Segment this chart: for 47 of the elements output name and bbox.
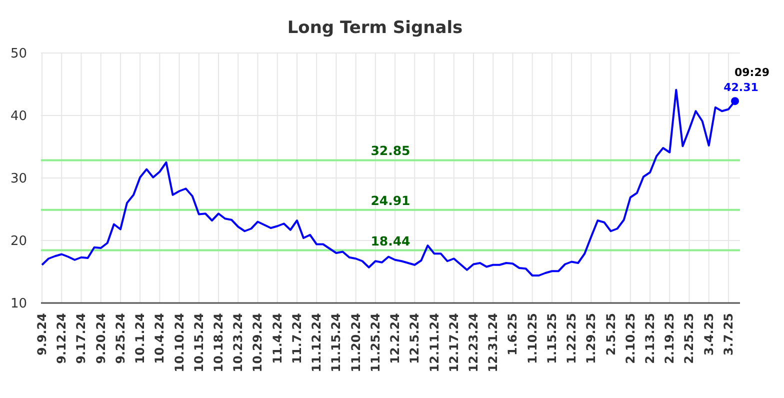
y-tick-label: 20 xyxy=(10,234,27,249)
chart-title: Long Term Signals xyxy=(287,18,463,38)
x-tick-label: 1.10.25 xyxy=(525,313,540,364)
x-tick-label: 10.4.24 xyxy=(152,313,167,364)
ref-line-label: 18.44 xyxy=(370,233,411,248)
x-tick-label: 1.29.25 xyxy=(584,313,598,364)
x-tick-label: 11.12.24 xyxy=(310,313,324,372)
x-tick-label: 10.18.24 xyxy=(212,313,226,372)
x-tick-label: 9.25.24 xyxy=(113,313,128,364)
x-tick-label: 12.5.24 xyxy=(408,313,422,364)
x-tick-label: 10.23.24 xyxy=(231,313,246,372)
y-tick-label: 50 xyxy=(10,46,27,62)
x-tick-label: 11.15.24 xyxy=(329,313,344,372)
x-tick-label: 1.15.25 xyxy=(544,313,559,364)
x-tick-label: 10.29.24 xyxy=(250,313,265,372)
x-tick-label: 9.9.24 xyxy=(35,313,49,356)
x-tick-label: 11.4.24 xyxy=(270,313,284,364)
x-tick-label: 9.12.24 xyxy=(54,313,69,364)
x-tick-label: 12.31.24 xyxy=(486,313,500,372)
x-tick-label: 12.17.24 xyxy=(446,313,461,372)
x-tick-label: 10.10.24 xyxy=(172,313,186,372)
y-tick-label: 10 xyxy=(10,296,27,312)
ref-line-label: 24.91 xyxy=(370,192,410,208)
x-tick-label: 2.19.25 xyxy=(662,313,677,364)
x-tick-label: 10.15.24 xyxy=(192,313,206,372)
ref-line-label: 32.85 xyxy=(370,143,410,158)
data-label: 42.31 xyxy=(724,81,758,94)
x-tick-label: 9.17.24 xyxy=(74,313,88,364)
x-tick-label: 1.22.25 xyxy=(564,313,579,364)
x-tick-label: 2.10.25 xyxy=(623,313,638,364)
x-tick-label: 10.1.24 xyxy=(133,313,148,364)
y-tick-label: 40 xyxy=(10,109,27,124)
y-tick-label: 30 xyxy=(10,172,27,186)
x-tick-label: 12.23.24 xyxy=(466,313,480,372)
x-tick-label: 3.7.25 xyxy=(721,313,736,356)
x-tick-label: 11.25.24 xyxy=(368,313,382,372)
x-tick-label: 3.4.25 xyxy=(702,313,716,356)
x-tick-label: 9.20.24 xyxy=(94,313,108,364)
x-tick-label: 1.6.25 xyxy=(506,313,520,356)
x-tick-label: 12.2.24 xyxy=(388,313,402,364)
x-tick-label: 11.7.24 xyxy=(290,313,304,364)
x-tick-label: 11.20.24 xyxy=(348,313,363,372)
annotation: 09:29 xyxy=(734,66,770,80)
x-tick-label: 2.25.25 xyxy=(682,313,696,364)
x-tick-label: 2.5.25 xyxy=(604,313,618,356)
x-tick-label: 12.11.24 xyxy=(427,313,442,372)
x-tick-label: 2.13.25 xyxy=(643,313,658,364)
